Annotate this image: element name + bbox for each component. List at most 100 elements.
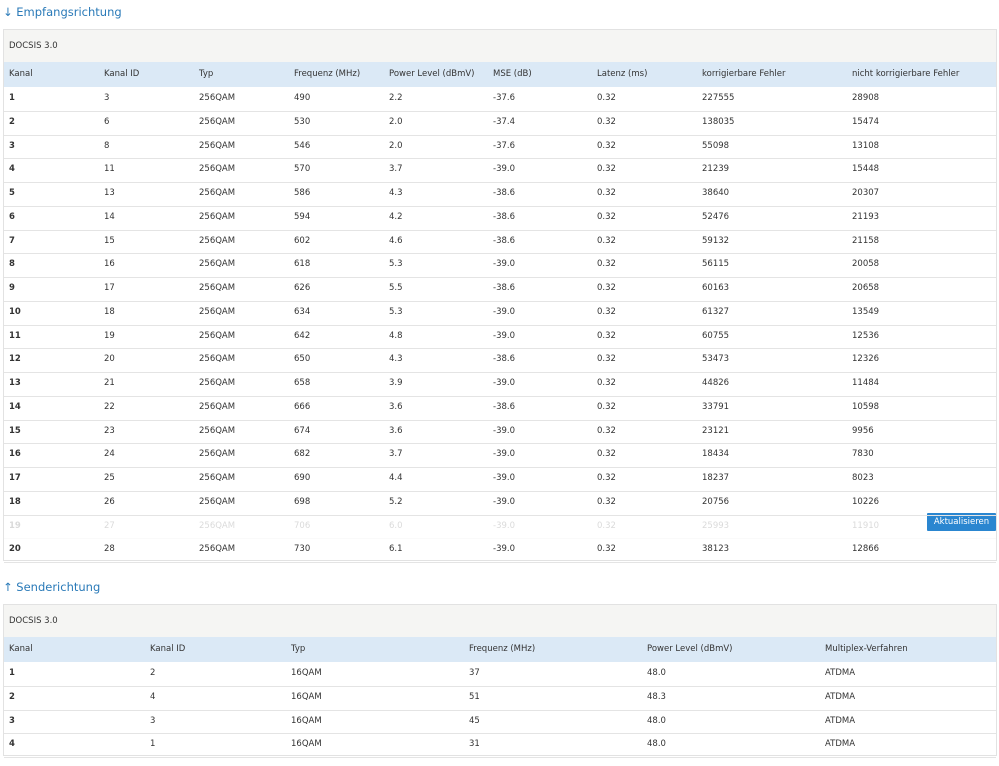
table-row: 19 27 256QAM 706 6.0 -39.0 0.32 25993 11910: [4, 515, 996, 540]
table-cell: 59132: [702, 235, 730, 246]
table-cell: 546: [294, 140, 311, 151]
table-cell: 19: [9, 520, 21, 531]
table-cell: 0.32: [597, 425, 616, 436]
table-cell: 3.9: [389, 378, 403, 388]
table-cell: 138035: [702, 116, 735, 127]
table-cell: 16: [9, 449, 21, 460]
table-cell: 38640: [702, 188, 730, 198]
table-cell: 48.0: [647, 739, 666, 750]
table-cell: 12: [9, 354, 21, 365]
table-cell: 31: [469, 739, 480, 750]
table-cell: -39.0: [493, 330, 515, 341]
table-cell: 530: [294, 116, 311, 127]
table-cell: 28: [104, 544, 115, 555]
table-cell: 0.32: [597, 235, 616, 246]
table-cell: 17: [9, 473, 21, 483]
table-cell: 3: [9, 715, 15, 726]
table-cell: -39.0: [493, 306, 515, 317]
table: DOCSIS 3.0 Kanal Kanal ID Typ Frequenz (MHz)…: [3, 604, 997, 758]
table-cell: 12326: [852, 354, 880, 365]
table-cell: 3.7: [389, 449, 403, 460]
table-cell: 14: [9, 401, 21, 412]
table-cell: -39.0: [493, 496, 515, 507]
table-cell: 33791: [702, 401, 730, 412]
table-cell: 3.6: [389, 425, 403, 436]
table-cell: 6.0: [389, 520, 403, 531]
table-cell: 11910: [852, 520, 880, 531]
table-cell: 0.32: [597, 283, 616, 293]
column-header: Multiplex-Verfahren: [825, 644, 908, 654]
table-cell: -38.6: [493, 188, 515, 198]
table-row: 14 22 256QAM 666 3.6 -38.6 0.32 33791 10598: [4, 396, 996, 421]
table-cell: 256QAM: [199, 449, 236, 460]
table-cell: 61327: [702, 306, 730, 317]
table-cell: 256QAM: [199, 306, 236, 317]
table-cell: 10598: [852, 401, 880, 412]
table-cell: 490: [294, 93, 311, 103]
table-cell: 2: [9, 691, 15, 702]
table-cell: 256QAM: [199, 401, 236, 412]
table-cell: -39.0: [493, 473, 515, 483]
column-header: Typ: [199, 69, 214, 79]
table-cell: 698: [294, 496, 311, 507]
table-row: 8 16 256QAM 618 5.3 -39.0 0.32 56115 20058: [4, 253, 996, 278]
table-cell: 5.3: [389, 259, 403, 270]
column-header: Kanal ID: [104, 69, 140, 79]
table-cell: 3.7: [389, 164, 403, 175]
table-row: 4 1 16QAM 31 48.0 ATDMA: [4, 733, 996, 758]
table-cell: 6.1: [389, 544, 403, 555]
table-cell: 20756: [702, 496, 730, 507]
table-cell: 3: [9, 140, 15, 151]
table-cell: 1: [9, 668, 15, 678]
table-cell: 0.32: [597, 496, 616, 507]
column-header: nicht korrigierbare Fehler: [852, 69, 960, 79]
column-header: korrigierbare Fehler: [702, 69, 786, 79]
table-cell: 586: [294, 188, 311, 198]
table-row: 13 21 256QAM 658 3.9 -39.0 0.32 44826 11484: [4, 372, 996, 397]
table-cell: 256QAM: [199, 116, 236, 127]
table-cell: 642: [294, 330, 311, 341]
table-cell: 256QAM: [199, 378, 236, 388]
table-caption: DOCSIS 3.0: [4, 605, 996, 637]
table-cell: -38.6: [493, 283, 515, 293]
table-cell: 626: [294, 283, 311, 293]
table-cell: 13: [9, 378, 21, 388]
table-cell: 3: [104, 93, 110, 103]
table-cell: 227555: [702, 93, 735, 103]
table-row: 1 2 16QAM 37 48.0 ATDMA: [4, 662, 996, 687]
column-header: Kanal: [9, 69, 33, 79]
table-cell: 38123: [702, 544, 730, 555]
table-cell: 256QAM: [199, 93, 236, 103]
table-cell: 256QAM: [199, 283, 236, 293]
table-cell: -38.6: [493, 354, 515, 365]
table-row: 18 26 256QAM 698 5.2 -39.0 0.32 20756 10226: [4, 491, 996, 516]
table-cell: 256QAM: [199, 164, 236, 175]
table-cell: 16: [104, 259, 115, 270]
table-row: 5 13 256QAM 586 4.3 -38.6 0.32 38640 20307: [4, 182, 996, 207]
table-cell: 53473: [702, 354, 730, 365]
table-cell: 16QAM: [291, 691, 322, 702]
table-cell: 256QAM: [199, 188, 236, 198]
table-cell: 11484: [852, 378, 880, 388]
table-cell: 2.0: [389, 140, 403, 151]
table-cell: 0.32: [597, 449, 616, 460]
table-cell: 256QAM: [199, 211, 236, 222]
table-cell: -39.0: [493, 378, 515, 388]
table-row: 2 4 16QAM 51 48.3 ATDMA: [4, 686, 996, 711]
table-cell: 11: [9, 330, 21, 341]
table-cell: 21: [104, 378, 115, 388]
table-cell: 20307: [852, 188, 880, 198]
table-cell: 17: [104, 283, 115, 293]
table-cell: 23121: [702, 425, 730, 436]
table-cell: 27: [104, 520, 115, 531]
table-cell: 20: [9, 544, 21, 555]
table-cell: 18434: [702, 449, 730, 460]
table-cell: 5.2: [389, 496, 403, 507]
refresh-button[interactable]: Aktualisieren: [927, 513, 996, 531]
table-cell: 0.32: [597, 544, 616, 555]
table-cell: 18237: [702, 473, 730, 483]
table-cell: 682: [294, 449, 311, 460]
table-cell: 48.0: [647, 668, 666, 678]
table-cell: 15474: [852, 116, 880, 127]
table-cell: 25: [104, 473, 115, 483]
